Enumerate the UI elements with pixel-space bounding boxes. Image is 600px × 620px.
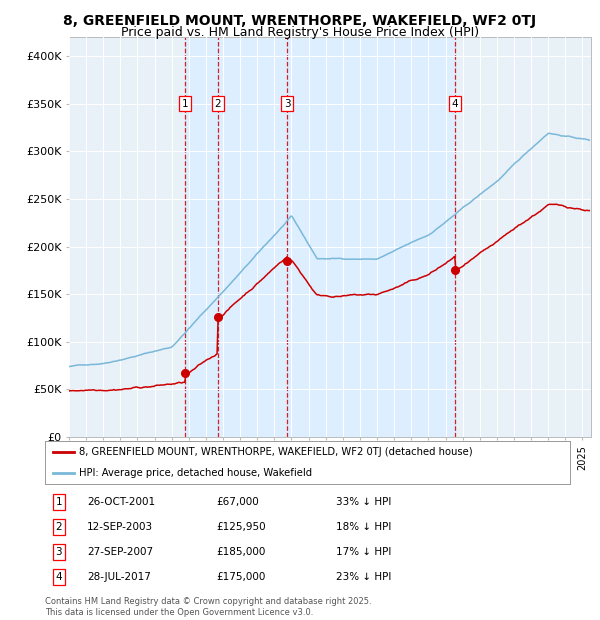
Text: 12-SEP-2003: 12-SEP-2003 [87,522,153,532]
Text: £67,000: £67,000 [216,497,259,507]
Text: 33% ↓ HPI: 33% ↓ HPI [336,497,391,507]
Text: 1: 1 [182,99,188,109]
Text: 8, GREENFIELD MOUNT, WRENTHORPE, WAKEFIELD, WF2 0TJ (detached house): 8, GREENFIELD MOUNT, WRENTHORPE, WAKEFIE… [79,447,473,457]
Text: Contains HM Land Registry data © Crown copyright and database right 2025.
This d: Contains HM Land Registry data © Crown c… [45,598,371,617]
Text: 4: 4 [452,99,458,109]
Text: 8, GREENFIELD MOUNT, WRENTHORPE, WAKEFIELD, WF2 0TJ: 8, GREENFIELD MOUNT, WRENTHORPE, WAKEFIE… [64,14,536,28]
Text: 27-SEP-2007: 27-SEP-2007 [87,547,153,557]
Text: 2: 2 [55,522,62,532]
Text: 28-JUL-2017: 28-JUL-2017 [87,572,151,582]
Text: 3: 3 [284,99,290,109]
Text: 26-OCT-2001: 26-OCT-2001 [87,497,155,507]
Text: 1: 1 [55,497,62,507]
Text: 2: 2 [215,99,221,109]
Text: 4: 4 [55,572,62,582]
Text: Price paid vs. HM Land Registry's House Price Index (HPI): Price paid vs. HM Land Registry's House … [121,26,479,39]
Text: HPI: Average price, detached house, Wakefield: HPI: Average price, detached house, Wake… [79,468,312,478]
Text: 3: 3 [55,547,62,557]
Text: 18% ↓ HPI: 18% ↓ HPI [336,522,391,532]
Text: £185,000: £185,000 [216,547,265,557]
Text: 17% ↓ HPI: 17% ↓ HPI [336,547,391,557]
Text: 23% ↓ HPI: 23% ↓ HPI [336,572,391,582]
Text: £175,000: £175,000 [216,572,265,582]
Text: £125,950: £125,950 [216,522,266,532]
Bar [185,37,455,437]
